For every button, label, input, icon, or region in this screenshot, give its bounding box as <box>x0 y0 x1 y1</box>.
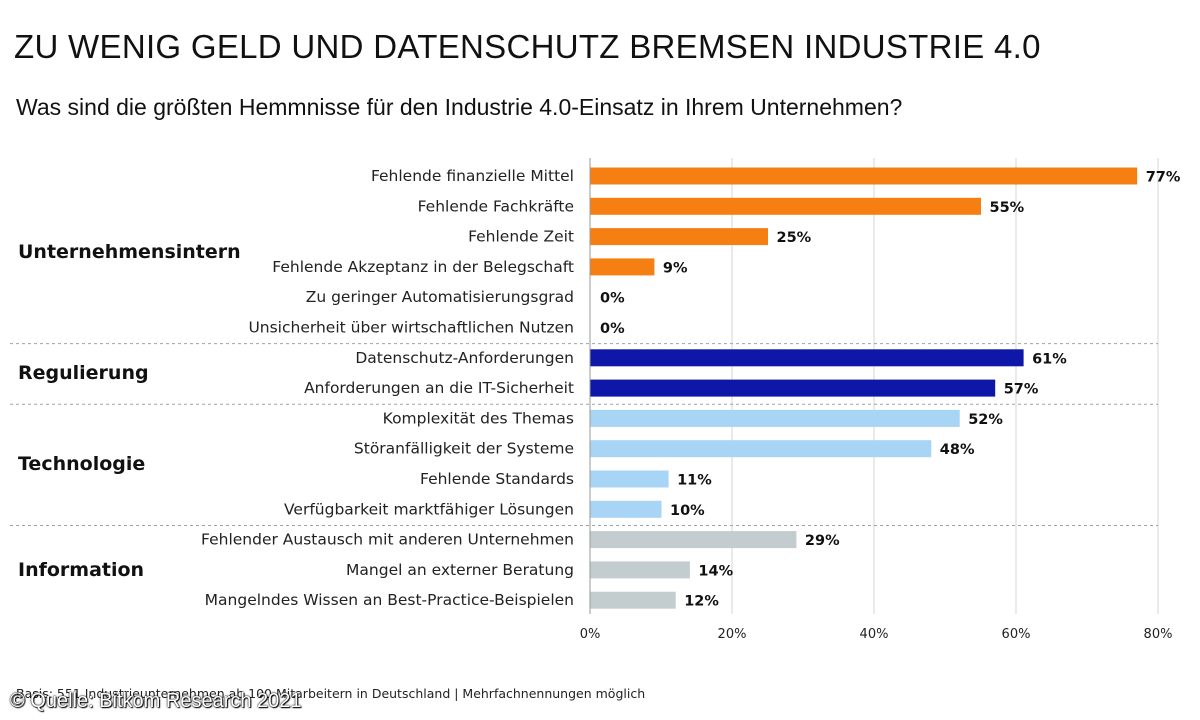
x-tick-label: 40% <box>860 627 889 642</box>
category-label: Fehlende Fachkräfte <box>418 197 574 215</box>
data-label: 0% <box>600 291 625 307</box>
bar <box>590 197 981 215</box>
data-label: 77% <box>1146 170 1181 186</box>
data-label: 25% <box>777 230 812 246</box>
data-label: 11% <box>677 473 712 489</box>
category-label: Datenschutz-Anforderungen <box>355 349 574 367</box>
bar <box>590 409 960 427</box>
x-tick-label: 60% <box>1002 627 1031 642</box>
category-label: Verfügbarkeit marktfähiger Lösungen <box>284 500 574 518</box>
bar <box>590 561 690 579</box>
data-label: 10% <box>670 503 705 519</box>
data-label: 57% <box>1004 382 1039 398</box>
bar <box>590 470 669 488</box>
bar <box>590 500 662 518</box>
category-label: Mangelndes Wissen an Best-Practice-Beisp… <box>205 591 574 609</box>
category-label: Fehlende Akzeptanz in der Belegschaft <box>272 258 574 276</box>
bar <box>590 531 797 549</box>
data-label: 29% <box>805 533 840 549</box>
data-label: 9% <box>663 260 688 276</box>
footnote: Basis: 551 Industrieunternehmen ab 100 M… <box>16 686 646 701</box>
bar <box>590 258 655 276</box>
category-label: Störanfälligkeit der Systeme <box>354 440 574 458</box>
data-label: 48% <box>940 442 975 458</box>
data-label: 61% <box>1032 351 1067 367</box>
category-label: Fehlender Austausch mit anderen Unterneh… <box>201 531 574 549</box>
group-label: Unternehmensintern <box>18 241 241 263</box>
bar <box>590 167 1138 185</box>
bar <box>590 440 932 458</box>
chart-subtitle: Was sind die größten Hemmnisse für den I… <box>16 94 903 120</box>
x-tick-label: 80% <box>1144 627 1173 642</box>
data-label: 55% <box>990 200 1025 216</box>
category-label: Zu geringer Automatisierungsgrad <box>306 288 574 306</box>
bar <box>590 379 996 397</box>
x-tick-label: 0% <box>580 627 601 642</box>
bar <box>590 228 768 246</box>
category-label: Unsicherheit über wirtschaftlichen Nutze… <box>248 319 574 337</box>
category-label: Fehlende Zeit <box>468 228 574 246</box>
data-label: 0% <box>600 321 625 337</box>
data-label: 14% <box>698 563 733 579</box>
group-label: Regulierung <box>18 362 149 384</box>
category-label: Fehlende Standards <box>420 470 574 488</box>
bar <box>590 349 1024 367</box>
source-credit: © Quelle: Bitkom Research 2021 <box>10 690 302 712</box>
data-label: 52% <box>968 412 1003 428</box>
x-tick-label: 20% <box>718 627 747 642</box>
category-label: Fehlende finanzielle Mittel <box>371 167 574 185</box>
group-label: Information <box>18 559 144 581</box>
bar <box>590 591 676 609</box>
category-label: Anforderungen an die IT-Sicherheit <box>304 379 574 397</box>
category-label: Komplexität des Themas <box>383 409 574 427</box>
data-label: 12% <box>684 594 719 610</box>
group-label: Technologie <box>18 453 145 475</box>
chart-title: ZU WENIG GELD UND DATENSCHUTZ BREMSEN IN… <box>14 28 1041 65</box>
category-label: Mangel an externer Beratung <box>346 561 574 579</box>
